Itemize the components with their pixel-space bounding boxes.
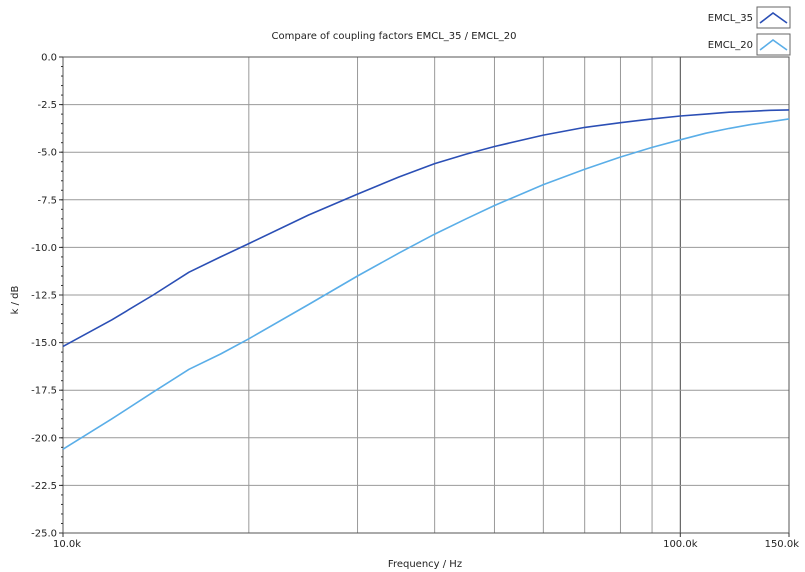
y-axis-label: k / dB	[10, 286, 21, 315]
y-tick-label: -5.0	[37, 148, 57, 159]
chart-title: Compare of coupling factors EMCL_35 / EM…	[272, 31, 517, 42]
y-axis-ticks: 0.0 -2.5 -5.0 -7.5 -10.0 -12.5 -15.0 -17.5 -20.0…	[31, 53, 63, 540]
legend-label: EMCL_20	[708, 40, 753, 51]
y-tick-label: -15.0	[31, 338, 57, 349]
y-tick-label: -20.0	[31, 433, 57, 444]
x-axis-label: Frequency / Hz	[388, 559, 462, 570]
legend: EMCL_35 EMCL_20	[708, 6, 791, 56]
grid	[63, 56, 789, 534]
y-tick-label: -25.0	[31, 529, 57, 540]
x-tick-label: 150.0k	[765, 539, 800, 550]
y-tick-label: 0.0	[41, 53, 57, 64]
series-layer	[62, 109, 790, 450]
y-tick-label: -12.5	[31, 291, 57, 302]
y-tick-label: -22.5	[31, 481, 57, 492]
x-tick-label: 10.0k	[53, 539, 81, 550]
legend-swatch-box	[756, 33, 791, 56]
legend-label: EMCL_35	[708, 13, 753, 24]
y-tick-label: -17.5	[31, 386, 57, 397]
x-axis-ticks: 10.0k 100.0k 150.0k	[53, 533, 799, 550]
y-tick-label: -7.5	[37, 195, 57, 206]
y-tick-label: -2.5	[37, 100, 57, 111]
legend-swatch-line	[759, 39, 788, 51]
legend-swatch-box	[756, 6, 791, 29]
series-line-emcl-20	[62, 118, 790, 450]
x-tick-label: 100.0k	[663, 539, 698, 550]
legend-swatch-line	[759, 12, 788, 24]
y-tick-label: -10.0	[31, 243, 57, 254]
series-line-emcl-35	[62, 109, 790, 348]
